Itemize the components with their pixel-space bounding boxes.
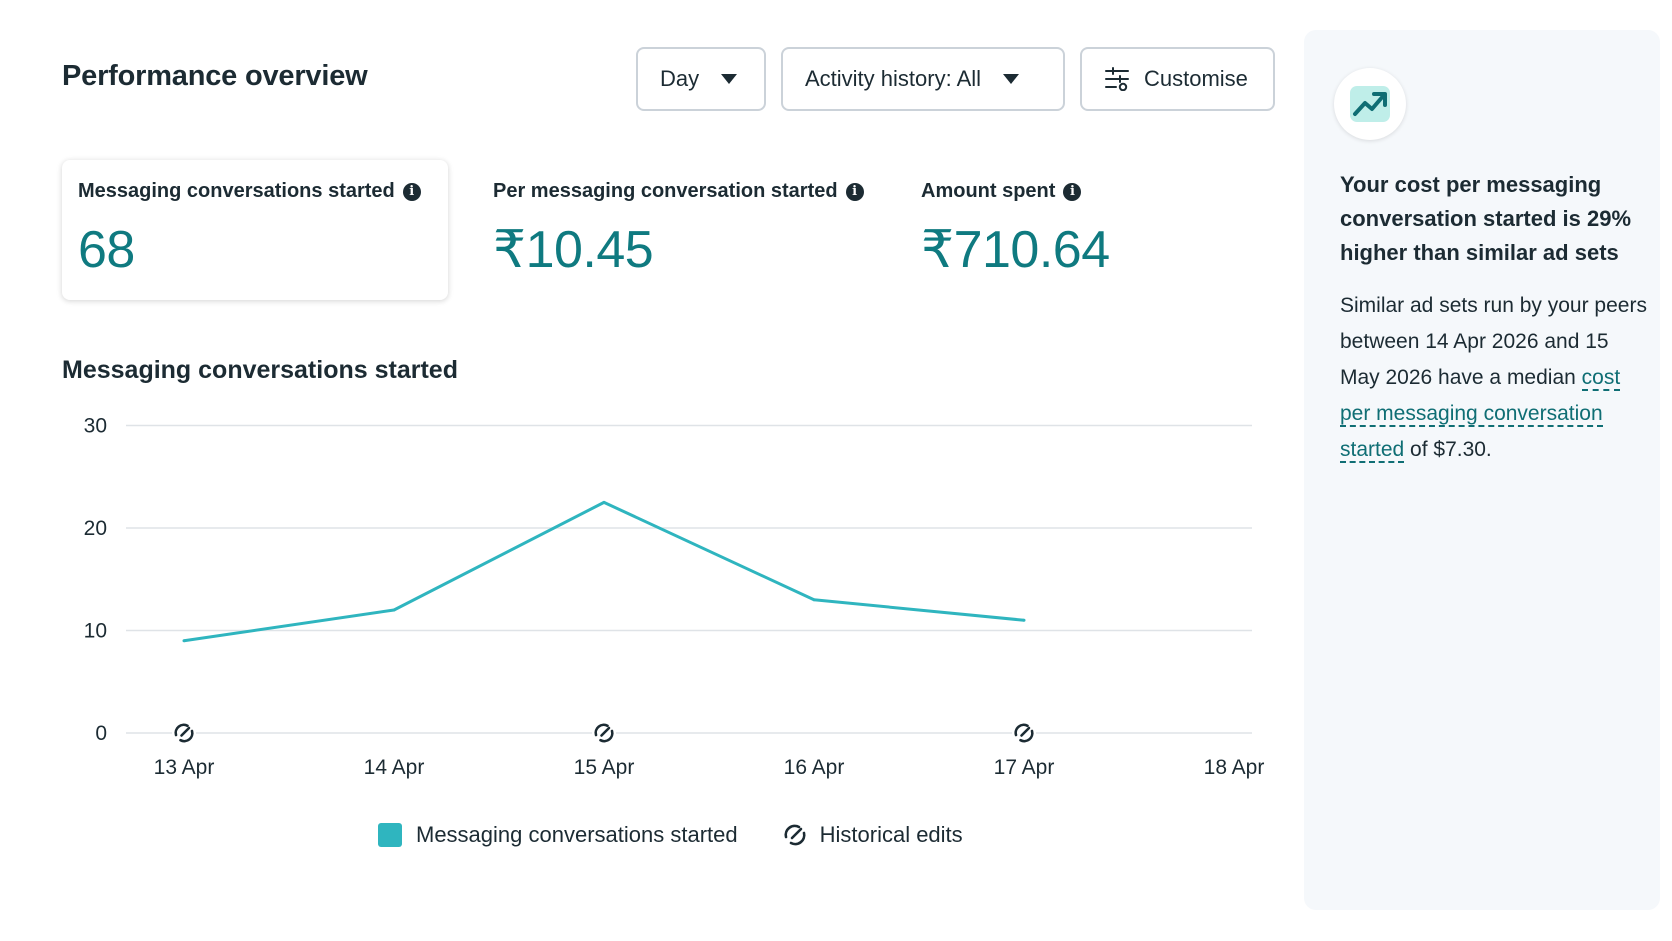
historical-edit-icon — [784, 824, 806, 846]
x-tick-label: 17 Apr — [994, 756, 1055, 779]
metric-label: Per messaging conversation started — [493, 180, 838, 202]
x-tick-label: 15 Apr — [574, 756, 635, 779]
insight-panel: Your cost per messaging conversation sta… — [1304, 30, 1660, 910]
cost-per-conversation-link[interactable]: cost per messaging conversation started — [1340, 366, 1621, 463]
y-tick-label: 30 — [84, 415, 107, 438]
x-tick-label: 18 Apr — [1204, 756, 1265, 779]
line-chart: 0 10 20 30 13 Apr 14 Apr 15 Apr 16 Apr 17 Apr 18 … — [84, 415, 1265, 780]
marker-slash — [180, 726, 191, 737]
marker-slash — [1020, 726, 1031, 737]
data-point[interactable] — [602, 500, 606, 504]
y-tick-label: 20 — [84, 517, 107, 540]
historical-edit-marker[interactable] — [592, 721, 616, 745]
caret-down-icon — [1003, 74, 1020, 84]
metric-card-conversations[interactable]: Messaging conversations started i 68 — [62, 160, 448, 300]
legend-swatch — [378, 823, 402, 847]
metric-label: Messaging conversations started — [78, 180, 395, 202]
legend-item-historical-edits[interactable]: Historical edits — [782, 822, 963, 848]
info-icon[interactable]: i — [402, 182, 421, 201]
historical-edit-marker[interactable] — [172, 721, 196, 745]
metric-value: ₹710.64 — [921, 221, 1110, 279]
activity-history-select[interactable]: Activity history: All — [781, 47, 1065, 111]
info-icon[interactable]: i — [1063, 182, 1082, 201]
customise-button[interactable]: Customise — [1080, 47, 1275, 111]
y-tick-label: 10 — [84, 620, 107, 643]
day-select-label: Day — [660, 66, 700, 91]
insight-body-text: Similar ad sets run by your peers betwee… — [1340, 294, 1647, 389]
historical-edit-marker[interactable] — [1012, 721, 1036, 745]
insight-body: Similar ad sets run by your peers betwee… — [1340, 288, 1652, 468]
data-point[interactable] — [1022, 618, 1026, 622]
marker-slash — [600, 726, 611, 737]
day-select[interactable]: Day — [636, 47, 766, 111]
metric-card-amount-spent[interactable]: Amount spent i ₹710.64 — [906, 160, 1206, 300]
marker-arc — [599, 729, 614, 743]
marker-arc — [174, 723, 189, 737]
metric-value: ₹10.45 — [493, 221, 654, 279]
metric-value: 68 — [78, 221, 135, 279]
marker-arc — [1014, 723, 1029, 737]
legend-label: Historical edits — [819, 822, 963, 847]
insight-icon-badge — [1334, 68, 1406, 140]
x-tick-label: 13 Apr — [154, 756, 215, 779]
marker-arc — [594, 723, 609, 737]
customise-label: Customise — [1144, 66, 1248, 91]
marker-arc — [179, 729, 194, 743]
metric-card-cost-per-conversation[interactable]: Per messaging conversation started i ₹10.… — [478, 160, 878, 300]
x-tick-label: 16 Apr — [784, 756, 845, 779]
chart-title: Messaging conversations started — [62, 356, 458, 384]
data-point[interactable] — [812, 598, 816, 602]
chart-legend: Messaging conversations started Historic… — [378, 822, 1007, 848]
x-tick-label: 14 Apr — [364, 756, 425, 779]
data-point[interactable] — [392, 608, 396, 612]
insight-body-text: of $7.30. — [1404, 438, 1492, 461]
metric-label: Amount spent — [921, 180, 1056, 202]
activity-history-label: Activity history: All — [805, 66, 982, 91]
page-title: Performance overview — [62, 60, 368, 92]
caret-down-icon — [721, 74, 738, 84]
y-tick-label: 0 — [95, 722, 107, 745]
data-point[interactable] — [182, 639, 186, 643]
legend-label: Messaging conversations started — [416, 822, 738, 847]
insight-title: Your cost per messaging conversation sta… — [1340, 172, 1632, 265]
sliders-icon — [1105, 67, 1129, 91]
marker-arc — [1019, 729, 1034, 743]
trend-up-icon — [1350, 86, 1390, 122]
legend-item-conversations[interactable]: Messaging conversations started — [378, 822, 738, 848]
series-line — [183, 500, 1025, 643]
info-icon[interactable]: i — [845, 182, 864, 201]
